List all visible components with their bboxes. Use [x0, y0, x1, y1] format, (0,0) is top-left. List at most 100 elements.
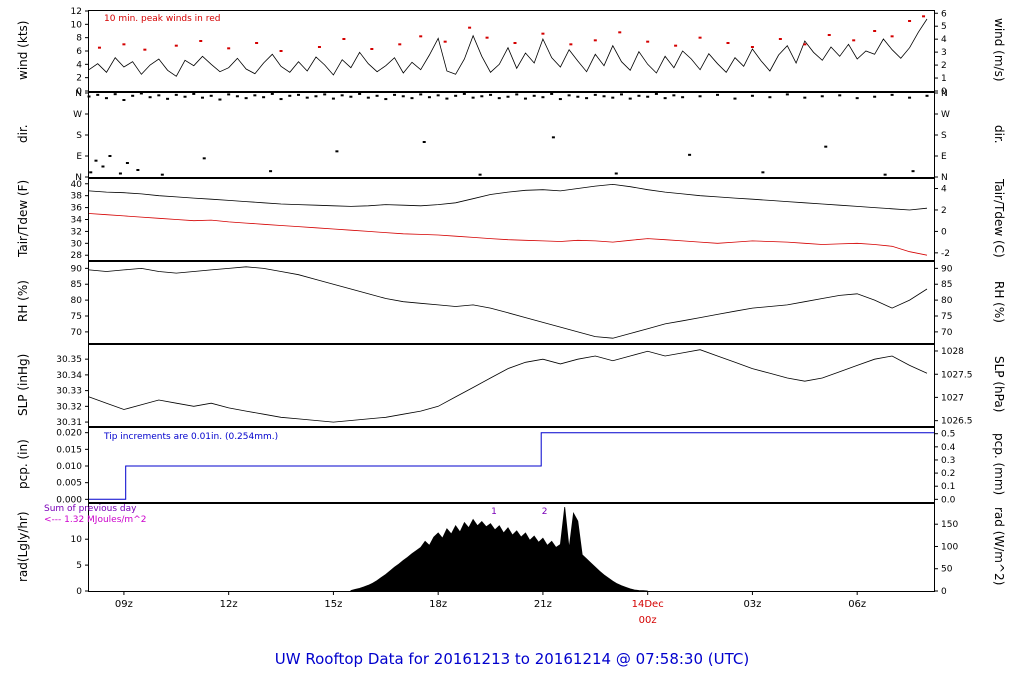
svg-text:0.0: 0.0 [941, 495, 956, 505]
svg-text:03z: 03z [743, 599, 761, 610]
svg-text:W: W [73, 110, 82, 120]
svg-text:70: 70 [941, 328, 953, 338]
svg-text:2: 2 [76, 74, 82, 84]
svg-text:06z: 06z [848, 599, 866, 610]
svg-text:N: N [75, 173, 82, 183]
svg-text:50: 50 [941, 565, 953, 575]
radiation-panel: 0 5 10 0 50 100 150 1 2 09z 12z 15z 18z 21z 14Dec 00z 03… [71, 503, 959, 626]
svg-text:30.34: 30.34 [56, 371, 82, 381]
pcp-tip-annotation: Tip increments are 0.01in. (0.254mm.) [104, 432, 279, 442]
svg-text:S: S [941, 131, 947, 141]
svg-text:2: 2 [542, 507, 548, 517]
wind-panel: 0 2 4 6 8 10 12 0 1 2 3 4 5 6 [71, 7, 947, 97]
svg-text:1: 1 [491, 507, 497, 517]
svg-text:1027.5: 1027.5 [941, 370, 973, 380]
sea-level-pressure-panel: 30.31 30.32 30.33 30.34 30.35 1026.5 1027 1027.… [56, 344, 973, 428]
svg-text:30.35: 30.35 [56, 355, 82, 365]
svg-text:75: 75 [941, 312, 952, 322]
tair-left-axis-label: Tair/Tdew (F) [16, 179, 30, 258]
svg-text:150: 150 [941, 520, 958, 530]
svg-text:0.005: 0.005 [56, 479, 82, 489]
svg-text:0: 0 [941, 227, 947, 237]
svg-text:0: 0 [941, 87, 947, 97]
svg-text:30: 30 [71, 239, 83, 249]
rad-sum-annotation: Sum of previous day [44, 504, 137, 514]
svg-text:36: 36 [71, 204, 83, 214]
svg-text:40: 40 [71, 180, 83, 190]
svg-text:14Dec: 14Dec [632, 599, 664, 610]
dir-right-axis-label: dir. [992, 124, 1006, 144]
svg-text:0: 0 [76, 587, 82, 597]
svg-text:6: 6 [76, 47, 82, 57]
svg-text:2: 2 [941, 206, 947, 216]
svg-text:2: 2 [941, 61, 947, 71]
svg-text:N: N [75, 89, 82, 99]
svg-text:8: 8 [76, 34, 82, 44]
precipitation-chart: 0.000 0.005 0.010 0.015 0.020 0.0 0.1 0.2 0.3 0.4… [56, 429, 955, 506]
svg-text:30.31: 30.31 [56, 418, 82, 428]
svg-text:12z: 12z [220, 599, 238, 610]
rh-left-axis-label: RH (%) [16, 280, 30, 323]
rh-right-axis-label: RH (%) [992, 280, 1006, 323]
svg-text:100: 100 [941, 542, 958, 552]
tair-right-axis-label: Tair/Tdew (C) [992, 179, 1006, 258]
svg-text:21z: 21z [534, 599, 552, 610]
svg-text:80: 80 [941, 296, 953, 306]
svg-text:S: S [76, 131, 82, 141]
rad-left-axis-label: rad(Lgly/hr) [16, 511, 30, 582]
precipitation-panel: 0.000 0.005 0.010 0.015 0.020 0.0 0.1 0.2 0.3 0.4… [56, 427, 956, 506]
svg-text:80: 80 [71, 296, 83, 306]
svg-text:0.2: 0.2 [941, 469, 955, 479]
svg-text:85: 85 [941, 280, 952, 290]
svg-text:90: 90 [941, 264, 953, 274]
svg-text:4: 4 [941, 35, 947, 45]
svg-text:15z: 15z [324, 599, 342, 610]
svg-text:34: 34 [71, 216, 83, 226]
wind-direction-panel: N W S E N N W S E N [73, 89, 950, 183]
slp-left-axis-label: SLP (inHg) [16, 353, 30, 416]
wind-right-axis-label: wind (m/s) [992, 18, 1006, 82]
svg-text:38: 38 [71, 192, 83, 202]
svg-text:28: 28 [71, 251, 83, 261]
svg-text:32: 32 [71, 227, 82, 237]
sea-level-pressure-chart: 30.31 30.32 30.33 30.34 30.35 1026.5 1027 1027.… [56, 347, 972, 428]
svg-text:5: 5 [941, 22, 947, 32]
svg-text:0.4: 0.4 [941, 443, 956, 453]
rad-right-axis-label: rad (W/m^2) [992, 507, 1006, 586]
svg-text:1027: 1027 [941, 393, 964, 403]
relative-humidity-chart: 70 75 80 85 90 70 75 80 85 90 [71, 264, 953, 339]
pcp-right-axis-label: pcp. (mm) [992, 432, 1006, 496]
wind-left-axis-label: wind (kts) [16, 20, 30, 80]
svg-text:5: 5 [76, 561, 82, 571]
rad-total-annotation: <--- 1.32 MJoules/m^2 [44, 515, 147, 525]
wind-direction-chart: N W S E N N W S E N [73, 89, 950, 183]
svg-text:E: E [941, 152, 947, 162]
svg-text:1028: 1028 [941, 347, 964, 357]
svg-text:10: 10 [71, 20, 83, 30]
svg-text:12: 12 [71, 7, 82, 17]
svg-text:W: W [941, 110, 950, 120]
svg-text:0.020: 0.020 [56, 429, 82, 439]
svg-text:0.1: 0.1 [941, 482, 955, 492]
chart-title: UW Rooftop Data for 20161213 to 20161214… [274, 650, 750, 668]
svg-text:30.32: 30.32 [56, 402, 82, 412]
svg-text:N: N [941, 173, 948, 183]
svg-text:-2: -2 [941, 249, 950, 259]
temperature-dewpoint-panel: 28 30 32 34 36 38 40 4 2 0 -2 [71, 178, 950, 261]
svg-text:00z: 00z [639, 615, 657, 626]
svg-text:3: 3 [941, 48, 947, 58]
svg-text:30.33: 30.33 [56, 387, 82, 397]
dir-left-axis-label: dir. [16, 124, 30, 144]
svg-text:85: 85 [71, 280, 82, 290]
svg-text:1026.5: 1026.5 [941, 417, 973, 427]
svg-text:0.015: 0.015 [56, 445, 82, 455]
svg-text:0.000: 0.000 [56, 495, 82, 505]
svg-text:75: 75 [71, 312, 82, 322]
svg-text:6: 6 [941, 9, 947, 19]
svg-text:09z: 09z [115, 599, 133, 610]
svg-text:1: 1 [941, 74, 947, 84]
pcp-left-axis-label: pcp. (in) [16, 439, 30, 489]
